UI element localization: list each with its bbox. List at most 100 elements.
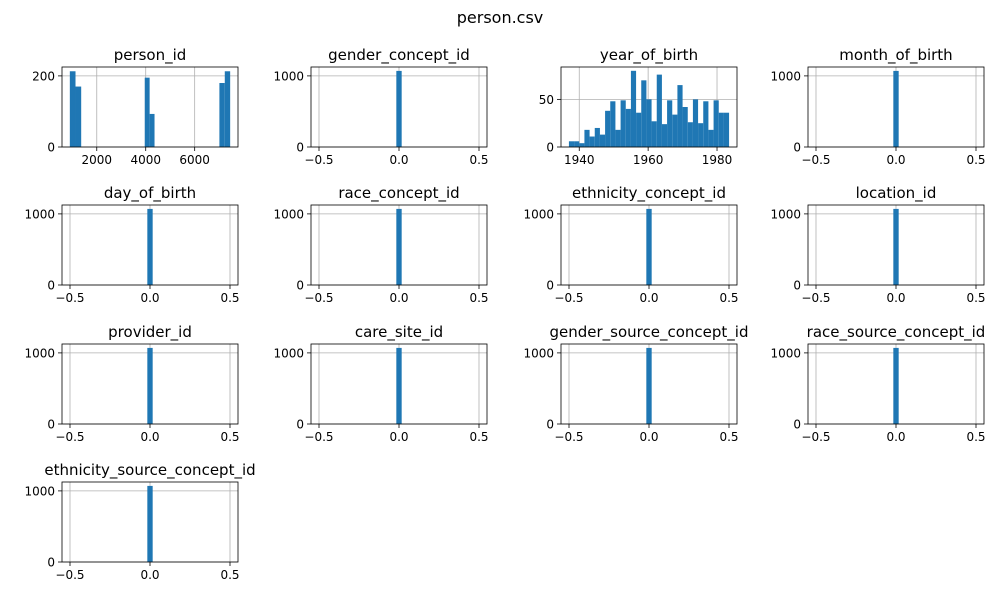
subplot-5-xtick-label-0: −0.5: [304, 291, 333, 305]
subplot-0-bar-5: [224, 71, 231, 147]
subplot-10-xtick-label-1: 0.0: [639, 430, 658, 444]
subplot-2-bar-11: [625, 108, 631, 147]
subplot-7-title: location_id: [856, 184, 937, 203]
subplot-2-bar-20: [672, 114, 678, 147]
subplot-7-xtick-label-1: 0.0: [886, 291, 905, 305]
subplot-1-title: gender_concept_id: [328, 46, 470, 65]
subplot-6-title: ethnicity_concept_id: [572, 184, 726, 203]
subplot-6-xtick-label-0: −0.5: [554, 291, 583, 305]
subplot-2-bar-0: [568, 141, 575, 147]
subplot-12-xtick-label-2: 0.5: [220, 568, 239, 582]
subplot-0-xtick-label-1: 4000: [130, 153, 161, 167]
subplot-0-bar-2: [144, 77, 150, 147]
subplot-0-ytick-label-1: 200: [32, 69, 55, 83]
subplot-2-bar-2: [579, 143, 585, 147]
subplot-10-title: gender_source_concept_id: [550, 323, 749, 342]
subplot-11-ytick-label-1: 1000: [770, 346, 801, 360]
subplot-10-ytick-label-0: 0: [546, 418, 554, 432]
subplot-0-xtick-label-2: 6000: [179, 153, 210, 167]
subplot-4-bar-0: [147, 208, 153, 285]
subplot-2-xtick-label-1: 1960: [633, 153, 664, 167]
subplot-0-xtick-label-0: 2000: [81, 153, 112, 167]
subplot-8-ytick-label-0: 0: [47, 418, 55, 432]
subplot-4-ytick-label-1: 1000: [24, 207, 55, 221]
subplot-4-xtick-label-0: −0.5: [55, 291, 84, 305]
subplot-7-ytick-label-0: 0: [793, 279, 801, 293]
subplot-11-xtick-label-0: −0.5: [801, 430, 830, 444]
subplot-2-bar-5: [594, 127, 600, 147]
subplot-4-xtick-label-1: 0.0: [140, 291, 159, 305]
subplot-1-ytick-label-0: 0: [296, 141, 304, 155]
subplot-2-ytick-label-0: 0: [546, 141, 554, 155]
subplot-0-ytick-label-0: 0: [47, 141, 55, 155]
subplot-2-bar-12: [630, 70, 637, 147]
subplot-10-bar-0: [646, 347, 652, 424]
subplot-3-ytick-label-1: 1000: [770, 69, 801, 83]
subplot-8-xtick-label-0: −0.5: [55, 430, 84, 444]
subplot-9-ytick-label-0: 0: [296, 418, 304, 432]
subplot-2-bar-18: [661, 124, 668, 147]
subplot-2-title: year_of_birth: [600, 46, 698, 65]
subplot-10-xtick-label-0: −0.5: [554, 430, 583, 444]
subplot-1-ytick-label-1: 1000: [273, 69, 304, 83]
subplot-8-ytick-label-1: 1000: [24, 346, 55, 360]
subplot-2-bar-21: [677, 85, 683, 147]
subplot-2-bar-6: [599, 134, 606, 147]
subplot-2-bar-17: [656, 74, 662, 147]
subplot-11-ytick-label-0: 0: [793, 418, 801, 432]
subplot-0-bar-0: [69, 71, 76, 147]
subplot-6-xtick-label-2: 0.5: [719, 291, 738, 305]
subplot-12-ytick-label-0: 0: [47, 556, 55, 570]
subplot-2-bar-15: [646, 99, 652, 147]
subplot-2-bar-7: [605, 110, 611, 147]
subplot-7-xtick-label-0: −0.5: [801, 291, 830, 305]
subplot-2-bar-16: [651, 121, 657, 147]
subplot-5-ytick-label-0: 0: [296, 279, 304, 293]
subplot-2-xtick-label-2: 1980: [702, 153, 733, 167]
subplot-8-title: provider_id: [108, 323, 192, 342]
subplot-5-xtick-label-2: 0.5: [469, 291, 488, 305]
subplot-7-ytick-label-1: 1000: [770, 207, 801, 221]
subplot-3-xtick-label-1: 0.0: [886, 153, 905, 167]
subplot-9-xtick-label-1: 0.0: [389, 430, 408, 444]
subplot-2-bar-8: [610, 101, 616, 147]
subplot-9-ytick-label-1: 1000: [273, 346, 304, 360]
subplot-2-bar-9: [615, 129, 621, 147]
subplot-2-xtick-label-0: 1940: [564, 153, 595, 167]
subplot-9-xtick-label-0: −0.5: [304, 430, 333, 444]
subplot-0-title: person_id: [114, 46, 187, 65]
subplot-7-bar-0: [893, 208, 899, 285]
subplot-3-xtick-label-2: 0.5: [966, 153, 985, 167]
subplot-5-title: race_concept_id: [338, 184, 459, 203]
subplot-2-bar-4: [589, 136, 595, 147]
subplot-3-title: month_of_birth: [839, 46, 952, 65]
subplot-0-bar-4: [219, 83, 225, 147]
subplot-11-xtick-label-1: 0.0: [886, 430, 905, 444]
subplot-11-title: race_source_concept_id: [807, 323, 986, 342]
subplot-2-bar-10: [620, 100, 626, 147]
subplot-4-xtick-label-2: 0.5: [220, 291, 239, 305]
subplot-2-bar-27: [708, 129, 714, 147]
subplot-9-title: care_site_id: [355, 323, 443, 342]
subplot-2-bar-26: [703, 101, 709, 147]
subplot-2-bar-29: [718, 112, 724, 147]
subplot-5-bar-0: [396, 208, 402, 285]
subplot-2-bar-23: [687, 122, 693, 147]
subplot-8-bar-0: [147, 347, 153, 424]
subplot-2-bar-13: [636, 112, 642, 147]
subplot-1-xtick-label-0: −0.5: [304, 153, 333, 167]
subplot-3-ytick-label-0: 0: [793, 141, 801, 155]
subplot-0-bar-3: [149, 113, 155, 147]
subplot-8-xtick-label-1: 0.0: [140, 430, 159, 444]
subplot-10-ytick-label-1: 1000: [523, 346, 554, 360]
subplot-2-bar-1: [574, 141, 580, 147]
subplot-0-axes-frame: [61, 66, 239, 148]
subplot-12-bar-0: [147, 485, 153, 562]
subplot-2-bar-25: [698, 123, 704, 147]
subplot-2-ytick-label-1: 50: [539, 93, 554, 107]
subplot-2-bar-19: [667, 100, 673, 147]
subplot-0-bar-1: [75, 86, 82, 147]
subplot-11-bar-0: [893, 347, 899, 424]
